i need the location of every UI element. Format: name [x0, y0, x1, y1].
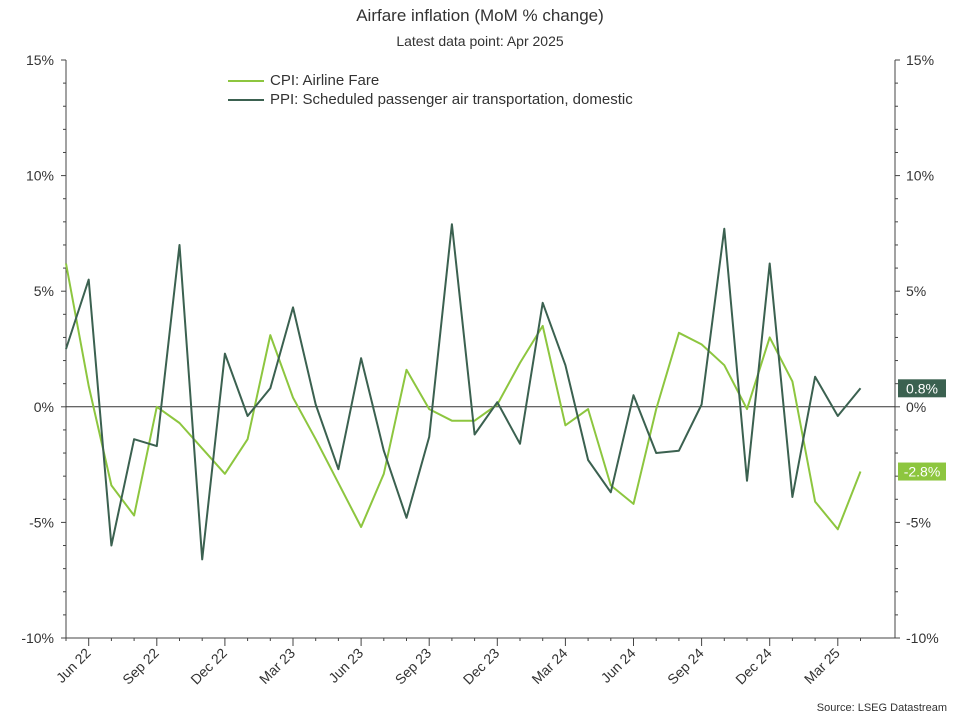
- y-tick-label-right: 10%: [906, 168, 934, 184]
- y-tick-label-right: -10%: [906, 630, 939, 646]
- y-tick-label-left: 10%: [26, 168, 54, 184]
- chart-title: Airfare inflation (MoM % change): [356, 6, 604, 25]
- x-tick-label: Jun 22: [53, 645, 94, 686]
- y-tick-label-left: -5%: [29, 514, 54, 530]
- x-tick-label: Jun 23: [325, 645, 366, 686]
- x-tick-label: Dec 24: [732, 645, 775, 688]
- x-tick-label: Mar 25: [801, 645, 843, 687]
- x-tick-label: Dec 22: [187, 645, 230, 688]
- y-tick-label-left: 5%: [34, 283, 54, 299]
- x-tick-label: Mar 24: [528, 645, 570, 687]
- series-line-ppi: [65, 223, 862, 561]
- last-value-badge-ppi: [898, 379, 946, 398]
- last-value-label-ppi: 0.8%: [906, 380, 938, 396]
- legend-item-cpi: CPI: Airline Fare: [228, 71, 633, 90]
- legend-label-cpi: CPI: Airline Fare: [270, 72, 380, 89]
- x-tick-label: Sep 22: [119, 645, 162, 688]
- y-tick-label-right: 0%: [906, 399, 926, 415]
- legend-item-ppi: PPI: Scheduled passenger air transportat…: [228, 90, 633, 109]
- y-tick-label-right: 5%: [906, 283, 926, 299]
- series-line-cpi: [65, 263, 862, 531]
- y-tick-label-left: -10%: [21, 630, 54, 646]
- x-tick-label: Sep 24: [664, 645, 707, 688]
- legend-swatch-ppi: [228, 98, 264, 101]
- legend-label-ppi: PPI: Scheduled passenger air transportat…: [270, 91, 633, 108]
- last-value-badge-cpi: [898, 462, 946, 481]
- x-tick-label: Jun 24: [598, 645, 639, 686]
- legend-swatch-cpi: [228, 79, 264, 82]
- x-tick-label: Sep 23: [392, 645, 435, 688]
- chart-legend: CPI: Airline Fare PPI: Scheduled passeng…: [228, 71, 633, 109]
- last-value-label-cpi: -2.8%: [904, 464, 941, 480]
- y-tick-label-left: 0%: [34, 399, 54, 415]
- y-tick-label-right: -5%: [906, 514, 931, 530]
- y-tick-label-left: 15%: [26, 52, 54, 68]
- y-tick-label-right: 15%: [906, 52, 934, 68]
- chart-subtitle: Latest data point: Apr 2025: [396, 33, 564, 49]
- x-tick-label: Mar 23: [256, 645, 298, 687]
- x-tick-label: Dec 23: [460, 645, 503, 688]
- source-note: Source: LSEG Datastream: [816, 702, 947, 714]
